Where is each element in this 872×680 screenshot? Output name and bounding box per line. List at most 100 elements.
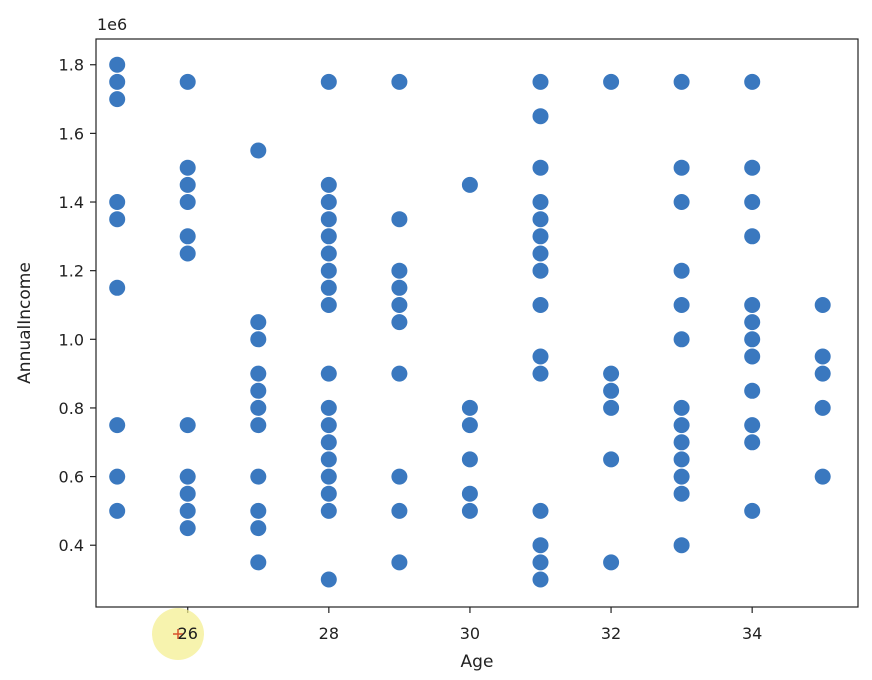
x-axis-ticks: 26 28 30 32 34 xyxy=(178,607,762,643)
data-point xyxy=(673,451,690,468)
data-point xyxy=(179,520,196,537)
data-point xyxy=(814,468,831,485)
data-point xyxy=(250,331,267,348)
data-point xyxy=(250,554,267,571)
x-tick-label: 32 xyxy=(601,624,621,643)
data-point xyxy=(320,485,337,502)
data-point xyxy=(673,537,690,554)
data-point xyxy=(532,108,549,125)
data-point xyxy=(320,451,337,468)
data-point xyxy=(250,382,267,399)
data-point xyxy=(744,331,761,348)
data-point xyxy=(320,245,337,262)
data-point xyxy=(109,279,126,296)
data-point xyxy=(532,502,549,519)
data-point xyxy=(320,365,337,382)
data-point xyxy=(673,331,690,348)
data-point xyxy=(320,297,337,313)
data-point xyxy=(673,468,690,485)
data-point xyxy=(320,262,337,279)
data-point xyxy=(320,434,337,451)
data-point xyxy=(744,314,761,331)
data-point xyxy=(814,399,831,416)
data-point xyxy=(673,485,690,502)
data-point xyxy=(320,228,337,245)
y-tick-label: 0.4 xyxy=(59,536,84,555)
data-point xyxy=(461,176,478,193)
data-point xyxy=(461,417,478,434)
y-tick-label: 1.8 xyxy=(59,56,84,75)
data-point xyxy=(179,502,196,519)
data-point xyxy=(532,365,549,382)
data-point xyxy=(179,245,196,262)
data-point xyxy=(744,194,761,210)
data-point xyxy=(673,262,690,279)
y-axis-ticks: 0.4 0.6 0.8 1.0 1.2 1.4 1.6 1.8 xyxy=(59,56,96,555)
data-point xyxy=(461,485,478,502)
y-tick-label: 0.6 xyxy=(59,468,84,487)
data-point xyxy=(320,502,337,519)
data-point xyxy=(814,297,831,313)
data-point xyxy=(109,502,126,519)
y-axis-label: AnnualIncome xyxy=(15,262,35,384)
data-point xyxy=(673,417,690,434)
x-tick-label: 28 xyxy=(319,624,339,643)
data-point xyxy=(320,417,337,434)
data-point xyxy=(179,485,196,502)
plot-frame xyxy=(95,38,859,608)
data-point xyxy=(250,314,267,331)
data-point xyxy=(109,56,126,73)
x-tick-label: 30 xyxy=(460,624,480,643)
data-point xyxy=(320,73,337,90)
y-tick-label: 1.6 xyxy=(59,124,84,143)
data-point xyxy=(744,417,761,434)
data-point xyxy=(532,571,549,588)
data-point xyxy=(320,399,337,416)
y-tick-label: 1.0 xyxy=(59,330,84,349)
data-point xyxy=(673,434,690,451)
data-point xyxy=(814,348,831,365)
y-tick-label: 1.4 xyxy=(59,193,84,212)
data-point xyxy=(179,194,196,210)
data-point xyxy=(461,502,478,519)
data-point xyxy=(391,468,408,485)
y-tick-label: 1.2 xyxy=(59,262,84,281)
y-tick-label: 0.8 xyxy=(59,399,84,418)
data-point xyxy=(744,73,761,90)
data-point xyxy=(744,297,761,313)
data-point xyxy=(391,502,408,519)
data-point xyxy=(250,365,267,382)
data-point xyxy=(179,417,196,434)
cursor-crosshair-icon xyxy=(173,629,183,639)
data-point xyxy=(250,399,267,416)
data-point xyxy=(109,211,126,228)
data-point xyxy=(320,194,337,210)
data-point xyxy=(532,348,549,365)
data-point xyxy=(179,228,196,245)
data-point xyxy=(391,554,408,571)
data-point xyxy=(603,73,620,90)
data-point xyxy=(109,91,126,108)
data-point xyxy=(250,502,267,519)
data-point xyxy=(603,451,620,468)
data-point xyxy=(814,365,831,382)
data-point xyxy=(532,211,549,228)
data-point xyxy=(532,245,549,262)
data-point xyxy=(603,554,620,571)
data-point xyxy=(744,382,761,399)
data-point xyxy=(532,194,549,210)
data-point xyxy=(744,434,761,451)
data-point xyxy=(532,554,549,571)
data-point xyxy=(391,262,408,279)
data-point xyxy=(673,399,690,416)
data-point xyxy=(109,194,126,210)
data-point xyxy=(320,279,337,296)
data-point xyxy=(532,262,549,279)
x-axis-label: Age xyxy=(461,652,494,672)
data-point xyxy=(250,417,267,434)
mouse-cursor: 26 xyxy=(152,608,204,660)
data-point xyxy=(320,176,337,193)
data-point xyxy=(532,228,549,245)
data-point xyxy=(320,571,337,588)
data-point xyxy=(250,142,267,159)
